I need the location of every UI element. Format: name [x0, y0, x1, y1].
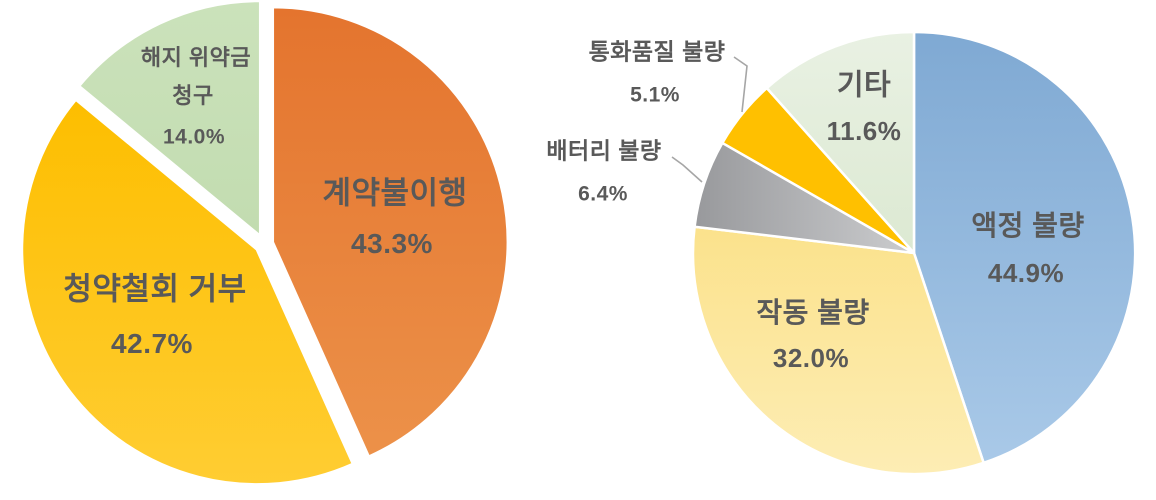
- pie-slice: [20, 98, 355, 486]
- left-pie-chart: [20, 0, 509, 486]
- leader-lines: [671, 56, 748, 183]
- pie-slice: [77, 0, 262, 238]
- pie-slice: [765, 30, 916, 255]
- pie-slice: [691, 225, 985, 476]
- right-pie-chart: [691, 30, 1137, 476]
- leader-line: [671, 156, 703, 183]
- pie-slice: [271, 5, 509, 458]
- pie-slice: [912, 30, 1137, 465]
- leader-line: [733, 56, 748, 113]
